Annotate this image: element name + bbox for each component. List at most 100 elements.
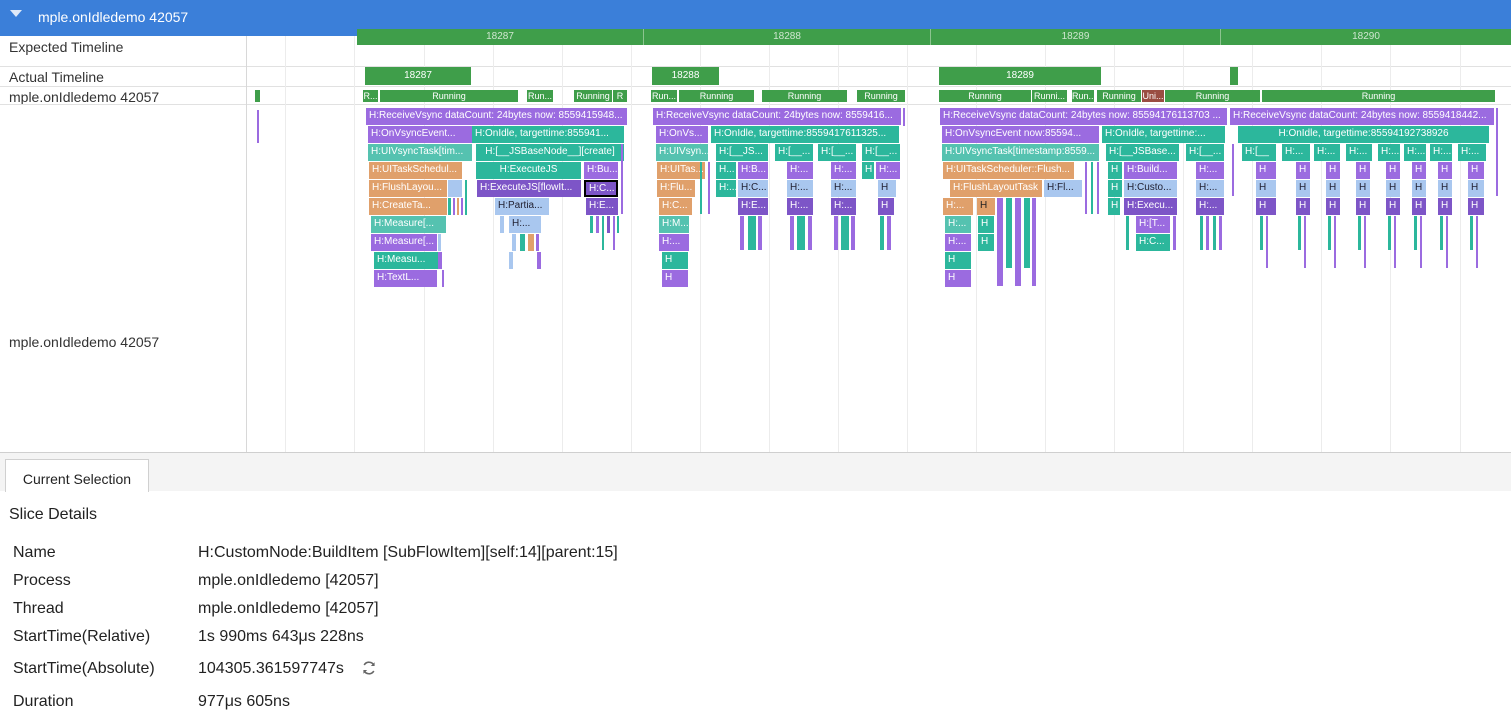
slice-execute-js[interactable]: H... [716, 162, 736, 179]
slice-js-base-node[interactable]: H:[__JS... [716, 144, 768, 161]
slice-tick[interactable] [880, 216, 884, 250]
slice-receive-vsync[interactable]: H:ReceiveVsync dataCount: 24bytes now: 8… [653, 108, 901, 125]
slice-js-base-node[interactable]: H:... [1346, 144, 1372, 161]
slice-custom-node[interactable]: H:... [787, 180, 813, 197]
slice-tick[interactable] [808, 216, 812, 250]
slice-tick[interactable] [841, 216, 849, 250]
slice-execute[interactable]: H:E... [738, 198, 768, 215]
slice-custom-node[interactable]: H [1256, 180, 1276, 197]
slice-js-base-node[interactable]: H:... [1404, 144, 1426, 161]
expected-frame-bar[interactable]: 18287 [357, 29, 644, 45]
slice-tick[interactable] [520, 234, 525, 251]
slice-text-layout[interactable]: H:TextL... [374, 270, 437, 287]
slice-tick[interactable] [708, 162, 710, 214]
slice-on-vsync-event[interactable]: H:OnVs... [656, 126, 708, 143]
slice-execute-js[interactable]: H:ExecuteJS [476, 162, 581, 179]
slice-partial[interactable]: H:Partia... [495, 198, 549, 215]
slice-tick[interactable] [607, 216, 610, 233]
slice-tick[interactable] [528, 234, 534, 251]
slice-text[interactable]: H:[T... [1136, 216, 1170, 233]
slice-tick[interactable] [596, 216, 599, 233]
slice-js-base-node[interactable]: H:... [1314, 144, 1340, 161]
slice-tick[interactable] [442, 270, 444, 287]
slice-receive-vsync[interactable]: H:ReceiveVsync dataCount: 24bytes now: 8… [940, 108, 1227, 125]
slice-tick[interactable] [613, 216, 615, 250]
slice-measure[interactable]: H:... [945, 234, 971, 251]
thread-state-running[interactable]: Running [1097, 90, 1141, 102]
slice-create-task[interactable]: H:... [943, 198, 973, 215]
slice-execute-js[interactable]: H [1108, 180, 1122, 197]
thread-state-running[interactable]: Running [762, 90, 847, 102]
slice-execute-js[interactable]: H [1108, 198, 1120, 215]
slice-measure[interactable]: H:Measure[... [371, 216, 446, 233]
slice-tick[interactable] [1173, 216, 1176, 250]
slice-build[interactable]: H:... [787, 162, 813, 179]
slice-receive-vsync[interactable]: H:ReceiveVsync dataCount: 24bytes now: 8… [366, 108, 627, 125]
slice-ui-task-scheduler[interactable]: H:UITas... [657, 162, 705, 179]
slice-ui-vsync-task[interactable]: H:UIVsyncTask[tim... [368, 144, 472, 161]
slice-execute[interactable]: H:... [831, 198, 856, 215]
slice-tick[interactable] [1394, 216, 1396, 268]
slice-measure[interactable]: H [978, 216, 994, 233]
slice-build[interactable]: H [1326, 162, 1340, 179]
slice-custom-node[interactable]: H:... [1196, 180, 1224, 197]
slice-js-base-node[interactable]: H:[__... [1186, 144, 1224, 161]
slice-on-vsync-event[interactable]: H:OnVsyncEvent now:85594... [942, 126, 1099, 143]
slice-small[interactable]: H:... [509, 216, 541, 233]
slice-build[interactable]: H:... [831, 162, 856, 179]
thread-state-running[interactable]: Running [939, 90, 1031, 102]
slice-tick[interactable] [257, 110, 259, 143]
slice-build[interactable]: H [1438, 162, 1452, 179]
slice-execute[interactable]: H [1438, 198, 1452, 215]
slice-tick[interactable] [1206, 216, 1209, 250]
slice-tick[interactable] [1440, 216, 1443, 250]
slice-build[interactable]: H:Build... [1124, 162, 1177, 179]
slice-tick[interactable] [790, 216, 794, 250]
slice-tick[interactable] [500, 216, 504, 233]
slice-flush-layout[interactable]: H:FlushLayoutTask [950, 180, 1042, 197]
slice-measure[interactable]: H [945, 252, 971, 269]
slice-js-base-node[interactable]: H:... [1430, 144, 1452, 161]
slice-ui-vsync-task[interactable]: H:UIVsyn... [656, 144, 708, 161]
slice-custom-node[interactable]: H [1326, 180, 1340, 197]
slice-on-vsync-event[interactable]: H:OnVsyncEvent... [368, 126, 472, 143]
slice-tick[interactable] [438, 252, 442, 269]
slice-ui-vsync-task[interactable]: H:UIVsyncTask[timestamp:8559... [942, 144, 1099, 161]
slice-execute[interactable]: H:... [1196, 198, 1224, 215]
thread-state-running[interactable]: Running [857, 90, 905, 102]
slice-build[interactable]: H:... [1196, 162, 1224, 179]
slice-tick[interactable] [1200, 216, 1203, 250]
slice-tick[interactable] [1364, 216, 1366, 268]
slice-tick[interactable] [887, 216, 891, 250]
thread-state-runnable[interactable]: R [613, 90, 627, 102]
slice-measure[interactable]: H:... [945, 216, 971, 233]
slice-tick[interactable] [997, 198, 1003, 286]
slice-execute[interactable]: H [1356, 198, 1370, 215]
thread-state-running[interactable] [255, 90, 260, 102]
slice-build[interactable]: H [1468, 162, 1484, 179]
slice-custom-node-selected[interactable]: H:C... [584, 180, 618, 197]
slice-tick[interactable] [537, 252, 541, 269]
slice-js-base-node[interactable]: H:... [1282, 144, 1310, 161]
slice-build[interactable]: H [1356, 162, 1370, 179]
slice-on-idle[interactable]: H:OnIdle, targettime:85594192738926 [1238, 126, 1489, 143]
slice-custom-node[interactable]: H:Custo... [1124, 180, 1177, 197]
slice-tick[interactable] [1446, 216, 1448, 268]
slice-tick[interactable] [1334, 216, 1336, 268]
slice-execute[interactable]: H [1386, 198, 1400, 215]
thread-state-running[interactable]: Run... [527, 90, 553, 102]
slice-measure[interactable]: H [978, 234, 994, 251]
slice-on-idle[interactable]: H:OnIdle, targettime:855941... [472, 126, 624, 143]
slice-tick[interactable] [457, 198, 459, 215]
expected-frame-bar[interactable]: 18288 [644, 29, 931, 45]
actual-frame-bar[interactable]: 18289 [939, 67, 1101, 85]
slice-execute[interactable]: H:E... [586, 198, 618, 215]
tab-current-selection[interactable]: Current Selection [5, 459, 149, 492]
slice-tick[interactable] [903, 108, 905, 126]
slice-tick[interactable] [1414, 216, 1417, 250]
slice-execute-js[interactable]: H [1108, 162, 1122, 179]
slice-tick[interactable] [438, 234, 441, 251]
slice-measure[interactable]: H:Measu... [374, 252, 438, 269]
slice-execute[interactable]: H [1256, 198, 1276, 215]
slice-create-task[interactable]: H:C... [659, 198, 692, 215]
